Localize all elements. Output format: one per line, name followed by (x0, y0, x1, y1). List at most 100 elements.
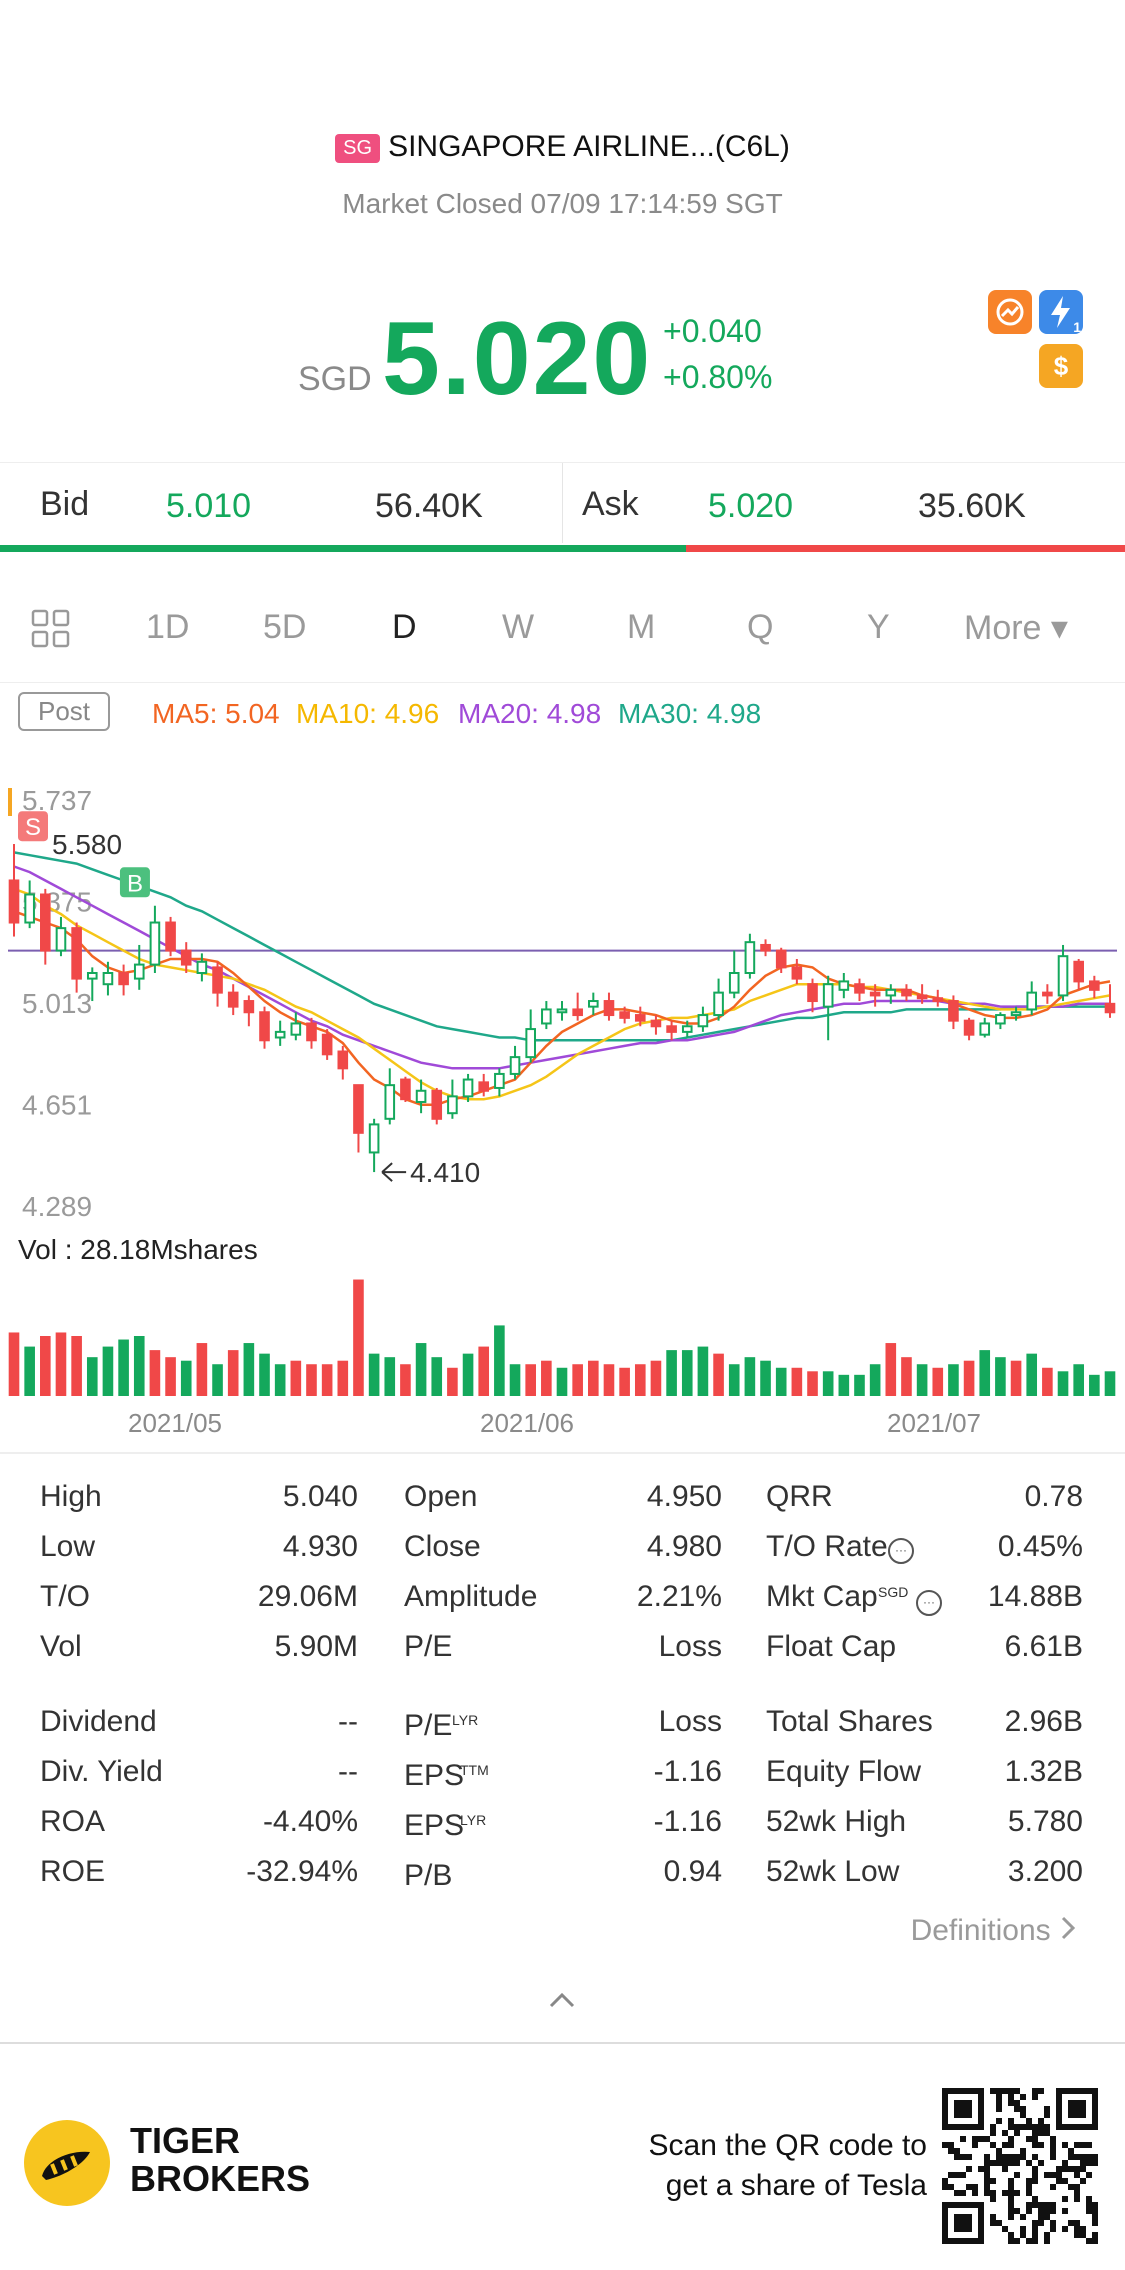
ask-label: Ask (582, 485, 639, 523)
qr-module (1014, 2190, 1020, 2196)
candle-body (321, 1033, 333, 1056)
qr-module (1056, 2166, 1062, 2172)
qr-module (1050, 2142, 1056, 2148)
candle-body (838, 980, 850, 991)
volume-bar (86, 1357, 98, 1396)
mkt-cap-info-icon[interactable]: ··· (916, 1590, 942, 1616)
qr-module (1026, 2184, 1032, 2190)
qr-code[interactable] (942, 2088, 1098, 2244)
stat-value: 3.200 (1007, 1855, 1083, 1888)
candle-body (40, 893, 51, 952)
qr-module (1032, 2154, 1038, 2160)
stat-value: 0.45% (997, 1530, 1083, 1563)
qr-module (1026, 2178, 1032, 2184)
candle-body (885, 988, 897, 997)
lightning-icon[interactable]: 1 (1039, 290, 1083, 334)
stat-value: 5.040 (282, 1480, 358, 1513)
volume-bar (603, 1364, 615, 1396)
candle-body (634, 1014, 646, 1022)
tab-quarter[interactable]: Q (747, 608, 774, 646)
qr-module (1020, 2124, 1026, 2130)
tab-1d[interactable]: 1D (146, 608, 190, 646)
qr-module (1014, 2208, 1020, 2214)
qr-module (1008, 2118, 1014, 2124)
tab-day[interactable]: D (392, 608, 417, 646)
post-button[interactable]: Post (18, 692, 111, 731)
candle-body (259, 1011, 270, 1042)
qr-module (1080, 2160, 1086, 2166)
bid-ask-bar[interactable]: Bid 5.010 56.40K Ask 5.020 35.60K (0, 462, 1125, 552)
qr-module (1050, 2154, 1056, 2160)
qr-module (1092, 2238, 1098, 2244)
dollar-icon[interactable]: $ (1039, 344, 1083, 388)
tabs-divider (0, 682, 1125, 683)
qr-module (1092, 2202, 1098, 2208)
candle-body (196, 960, 208, 974)
qr-module (978, 2136, 984, 2142)
qr-module (1014, 2172, 1020, 2178)
qr-module (1080, 2178, 1086, 2184)
qr-module (1074, 2184, 1080, 2190)
tab-5d[interactable]: 5D (263, 608, 307, 646)
stat-label: EPS (404, 1759, 465, 1792)
qr-module (1032, 2136, 1038, 2142)
tab-month[interactable]: M (627, 608, 656, 646)
qr-module (1008, 2154, 1014, 2160)
qr-module (1086, 2208, 1092, 2214)
qr-module (1044, 2214, 1050, 2220)
stat-label: Mkt Cap (766, 1580, 878, 1613)
stat-label: Vol (40, 1630, 82, 1663)
qr-module (990, 2178, 996, 2184)
qr-module (1008, 2124, 1014, 2130)
candle-body (728, 971, 740, 994)
qr-module (1086, 2172, 1092, 2178)
to-rate-info-icon[interactable]: ··· (888, 1538, 914, 1564)
qr-module (1038, 2208, 1044, 2214)
stat-value: 4.950 (646, 1480, 722, 1513)
volume-bar (509, 1364, 521, 1396)
trade-icon[interactable] (988, 290, 1032, 334)
tab-week[interactable]: W (502, 608, 535, 646)
qr-module (1014, 2154, 1020, 2160)
qr-module (1050, 2220, 1056, 2226)
candle-body (290, 1022, 302, 1036)
volume-bar (744, 1357, 756, 1396)
qr-module (1008, 2202, 1014, 2208)
market-status: Market Closed 07/09 17:14:59 SGT (342, 188, 783, 219)
volume-bar (55, 1332, 67, 1396)
qr-module (1032, 2124, 1038, 2130)
qr-module (1008, 2178, 1014, 2184)
volume-bar (619, 1367, 630, 1396)
candle-body (306, 1022, 317, 1042)
chevron-up-icon[interactable] (542, 1985, 582, 2015)
y-tick-label: 4.289 (22, 1191, 92, 1222)
candle-body (869, 991, 881, 997)
tab-more[interactable]: More ▾ (964, 609, 1068, 647)
qr-module (1092, 2154, 1098, 2160)
currency-label: SGD (298, 360, 372, 398)
volume-bar (650, 1360, 662, 1396)
qr-module (1020, 2112, 1026, 2118)
qr-module (1086, 2154, 1092, 2160)
qr-module (1032, 2226, 1038, 2232)
candle-body (979, 1022, 991, 1036)
qr-module (1014, 2124, 1020, 2130)
qr-module (954, 2190, 960, 2196)
qr-module (1008, 2136, 1014, 2142)
layout-grid-icon[interactable] (30, 608, 72, 655)
candle-body (212, 966, 223, 994)
qr-module (1068, 2220, 1074, 2226)
volume-bar (118, 1339, 129, 1396)
volume-bar (525, 1364, 536, 1396)
buy-signal-label: B (127, 870, 143, 897)
stock-title[interactable]: SG SINGAPORE AIRLINE...(C6L) (0, 130, 1125, 164)
stat-value: 2.96B (1004, 1705, 1083, 1738)
definitions-link[interactable]: Definitions (911, 1914, 1077, 1949)
qr-module (960, 2154, 966, 2160)
volume-bar (384, 1357, 396, 1396)
qr-module (1044, 2172, 1050, 2178)
tab-year[interactable]: Y (867, 608, 890, 646)
candle-body (102, 971, 114, 986)
stat-label: High (40, 1480, 102, 1513)
